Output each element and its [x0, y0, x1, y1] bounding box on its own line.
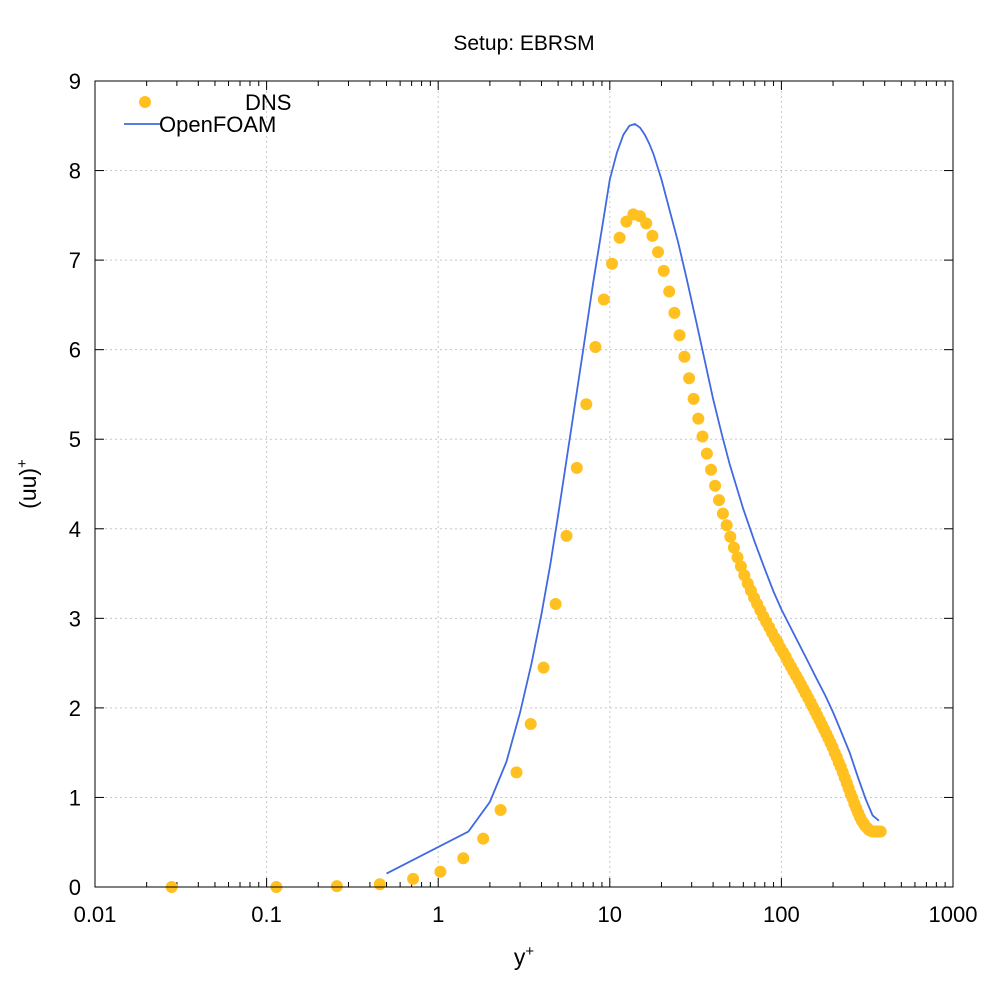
x-tick-label: 0.1	[251, 902, 282, 927]
y-tick-label: 0	[69, 875, 81, 900]
data-point	[494, 804, 507, 816]
data-point	[434, 865, 447, 878]
y-axis-label-superscript: +	[14, 459, 31, 468]
data-point	[373, 878, 386, 891]
data-point	[663, 285, 676, 298]
data-point	[613, 231, 626, 244]
data-point	[570, 461, 583, 474]
data-point	[606, 257, 618, 270]
data-point	[657, 264, 670, 277]
data-point	[524, 718, 537, 730]
legend-swatch-dns	[139, 96, 151, 108]
y-tick-label: 8	[69, 159, 81, 184]
x-axis-label: y+	[514, 943, 535, 970]
chart-title: Setup: EBRSM	[453, 32, 594, 55]
data-point	[646, 229, 659, 242]
data-point	[330, 880, 343, 893]
y-tick-label: 3	[69, 606, 81, 631]
grid	[95, 81, 953, 887]
data-point	[597, 293, 610, 306]
series-dns	[165, 208, 887, 893]
data-point	[727, 541, 740, 554]
data-point	[652, 246, 664, 259]
y-tick-label: 6	[69, 338, 81, 363]
data-point	[724, 530, 737, 543]
data-point	[457, 852, 470, 865]
y-tick-label: 5	[69, 427, 81, 452]
data-point	[687, 392, 700, 405]
series-openfoam	[386, 123, 880, 875]
legend-label-openfoam: OpenFOAM	[159, 112, 276, 137]
data-point	[696, 430, 709, 443]
data-point	[713, 494, 725, 507]
data-point	[705, 463, 717, 476]
legend-label-dns: DNS	[245, 90, 291, 115]
y-tick-label: 7	[69, 248, 81, 273]
data-point	[678, 350, 691, 363]
data-point	[731, 551, 744, 564]
x-tick-label: 0.01	[74, 902, 117, 927]
x-tick-label: 100	[763, 902, 800, 927]
y-tick-label: 9	[69, 69, 81, 94]
data-point	[673, 329, 686, 342]
x-axis-label-superscript: +	[525, 943, 534, 960]
data-point	[716, 507, 729, 520]
data-point	[589, 341, 602, 353]
y-tick-label: 2	[69, 696, 81, 721]
data-point	[700, 447, 713, 460]
axis-tick-labels: 0 1 2 3 4 5 6 7 8 9 0.01 0.1 1 10 100 1000	[69, 69, 978, 927]
series-line	[386, 123, 880, 875]
data-point	[560, 529, 573, 542]
x-tick-label: 10	[598, 902, 622, 927]
data-point	[510, 766, 523, 779]
data-point	[668, 306, 681, 319]
data-point	[580, 398, 593, 411]
data-point	[640, 217, 653, 230]
y-tick-label: 4	[69, 517, 81, 542]
axis-ticks	[94, 80, 954, 888]
data-point	[874, 825, 887, 838]
data-point	[709, 479, 722, 492]
data-point	[407, 872, 420, 885]
x-tick-label: 1000	[929, 902, 978, 927]
data-point	[692, 412, 705, 425]
plot-frame	[94, 80, 954, 888]
x-tick-label: 1	[432, 902, 444, 927]
series-layer	[165, 123, 887, 893]
data-point	[720, 519, 733, 532]
data-point	[549, 598, 562, 610]
data-point	[537, 661, 550, 674]
y-axis-label: (uu)+	[14, 459, 41, 509]
data-point	[683, 372, 696, 385]
y-tick-label: 1	[69, 785, 81, 810]
data-point	[477, 832, 490, 845]
